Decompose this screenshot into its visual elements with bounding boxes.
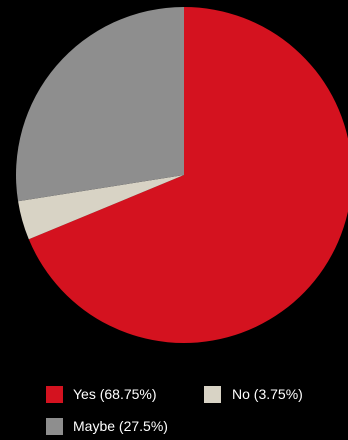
legend: Yes (68.75%) No (3.75%) Maybe (27.5%)	[46, 386, 303, 435]
legend-swatch-yes	[46, 386, 63, 403]
pie-slice-no	[18, 175, 184, 240]
legend-label-yes: Yes (68.75%)	[73, 386, 157, 402]
pie-slice-yes	[28, 7, 348, 343]
pie-slice-maybe	[16, 7, 185, 202]
legend-label-no: No (3.75%)	[232, 386, 303, 402]
legend-swatch-maybe	[46, 418, 63, 435]
legend-swatch-no	[204, 386, 221, 403]
legend-label-maybe: Maybe (27.5%)	[73, 418, 168, 434]
pie-slices	[16, 7, 348, 343]
